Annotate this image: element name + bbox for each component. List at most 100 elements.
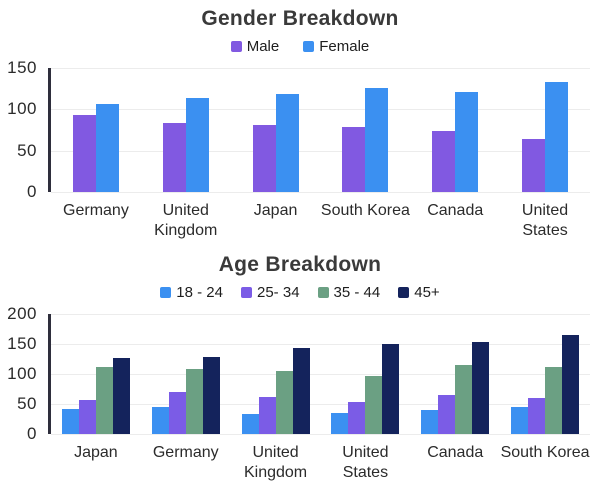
- gender-chart-x-axis: Germany United Kingdom Japan South Korea Can…: [0, 201, 600, 241]
- bar-25-34-germany: [168, 392, 186, 434]
- bar-group-united-states: [331, 314, 400, 434]
- gridline-50: [51, 404, 590, 405]
- bar-25-34-united-kingdom: [258, 396, 276, 434]
- bar-group-canada: [432, 68, 479, 192]
- category-label-united-kingdom: United Kingdom: [154, 202, 218, 239]
- y-axis-tick-150: 150: [7, 58, 37, 77]
- bar-25-34-united-states: [348, 402, 366, 434]
- y-axis-tick-200: 200: [7, 304, 37, 323]
- bar-group-united-kingdom: [241, 314, 310, 434]
- y-axis-tick-50: 50: [17, 140, 37, 160]
- age-breakdown-chart: Age Breakdown 18 - 24 25- 34 35 - 44 45+ 0 5…: [0, 241, 600, 483]
- bar-35-44-japan: [95, 366, 113, 434]
- bar-35-44-south-korea: [545, 366, 563, 434]
- gridline-50: [51, 150, 590, 152]
- bar-45+-germany: [202, 357, 220, 434]
- bar-35-44-united-states: [365, 376, 383, 434]
- legend-label: 45+: [414, 284, 440, 301]
- legend-item-male: Male: [230, 38, 280, 55]
- bar-25-34-japan: [78, 399, 96, 434]
- y-axis-tick-0: 0: [27, 182, 37, 201]
- bar-35-44-germany: [185, 368, 203, 434]
- bar-female-canada: [455, 91, 479, 192]
- gridline-100: [51, 109, 590, 111]
- bar-18-24-canada: [421, 410, 439, 434]
- legend-swatch-icon: [317, 287, 329, 298]
- legend-swatch-icon: [241, 287, 252, 298]
- legend-item-25-34: 25- 34: [241, 284, 300, 301]
- y-axis-tick-50: 50: [17, 394, 37, 413]
- category-label-canada: Canada: [427, 444, 484, 461]
- category-label-japan: Japan: [74, 444, 118, 461]
- legend-label: 18 - 24: [176, 284, 223, 301]
- bar-35-44-canada: [455, 365, 473, 434]
- bar-18-24-united-kingdom: [241, 414, 259, 434]
- category-label-japan: Japan: [253, 202, 298, 219]
- age-chart-x-axis: Japan Germany United Kingdom United States C…: [0, 443, 600, 483]
- category-label-canada: Canada: [427, 202, 484, 219]
- plot-area: [51, 68, 590, 192]
- bar-35-44-united-kingdom: [275, 371, 293, 434]
- bar-male-united-states: [522, 139, 546, 192]
- legend-label: 35 - 44: [333, 284, 381, 301]
- bar-45+-japan: [112, 358, 130, 434]
- bar-female-south-korea: [365, 87, 389, 192]
- gender-breakdown-chart: Gender Breakdown Male Female 0 50 100 150 Ge…: [0, 0, 600, 241]
- age-chart-plot-row: 0 50 100 150 200: [0, 304, 600, 443]
- gridline-0: [51, 434, 590, 435]
- gender-chart-plot-row: 0 50 100 150: [0, 58, 600, 201]
- bar-group-canada: [421, 314, 490, 434]
- gender-chart-plot: [48, 68, 590, 193]
- legend-label: Male: [246, 38, 280, 55]
- gridline-0: [51, 192, 590, 193]
- legend-item-45+: 45+: [398, 284, 440, 301]
- gridline-200: [51, 314, 590, 315]
- bar-group-japan: [252, 68, 299, 192]
- age-chart-plot: [48, 314, 590, 435]
- y-axis-tick-150: 150: [7, 334, 37, 353]
- category-label-south-korea: South Korea: [500, 444, 590, 461]
- gender-chart-title: Gender Breakdown: [201, 7, 399, 30]
- legend-swatch-icon: [160, 287, 172, 298]
- legend-item-18-24: 18 - 24: [160, 284, 223, 301]
- bar-18-24-south-korea: [511, 407, 529, 434]
- bar-group-japan: [61, 314, 130, 434]
- bar-male-united-kingdom: [162, 122, 186, 192]
- plot-area: [51, 314, 590, 434]
- bar-female-united-states: [545, 82, 569, 192]
- legend-item-35-44: 35 - 44: [317, 284, 381, 301]
- y-axis-tick-100: 100: [7, 99, 37, 119]
- category-label-germany: Germany: [152, 444, 219, 461]
- category-label-united-states: United States: [342, 444, 389, 481]
- legend-label: 25- 34: [257, 284, 300, 301]
- gridline-150: [51, 344, 590, 345]
- bar-group-germany: [151, 314, 220, 434]
- age-chart-title: Age Breakdown: [218, 253, 382, 276]
- bar-group-south-korea: [342, 68, 389, 192]
- bar-25-34-south-korea: [528, 398, 546, 434]
- gender-chart-y-axis: 0 50 100 150: [0, 58, 48, 201]
- bar-male-canada: [432, 130, 456, 192]
- bar-45+-united-states: [382, 344, 400, 434]
- y-axis-tick-100: 100: [7, 364, 37, 383]
- bar-female-japan: [275, 94, 299, 192]
- y-axis-tick-0: 0: [27, 424, 37, 443]
- category-label-south-korea: South Korea: [320, 202, 410, 219]
- bar-45+-united-kingdom: [292, 348, 310, 434]
- bar-group-south-korea: [511, 314, 580, 434]
- bar-male-south-korea: [342, 126, 366, 192]
- bar-18-24-germany: [151, 407, 169, 434]
- age-chart-legend: 18 - 24 25- 34 35 - 44 45+: [0, 284, 600, 301]
- legend-swatch-icon: [303, 41, 315, 52]
- category-label-germany: Germany: [63, 202, 129, 219]
- bar-group-germany: [72, 68, 119, 192]
- bar-18-24-japan: [61, 408, 79, 434]
- gender-chart-legend: Male Female: [0, 38, 600, 55]
- legend-swatch-icon: [230, 41, 242, 52]
- bar-group-united-states: [522, 68, 569, 192]
- bar-45+-south-korea: [562, 335, 580, 434]
- bar-18-24-united-states: [331, 413, 349, 434]
- bar-female-germany: [95, 103, 119, 192]
- category-label-united-states: United States: [521, 202, 569, 239]
- bar-female-united-kingdom: [185, 97, 209, 192]
